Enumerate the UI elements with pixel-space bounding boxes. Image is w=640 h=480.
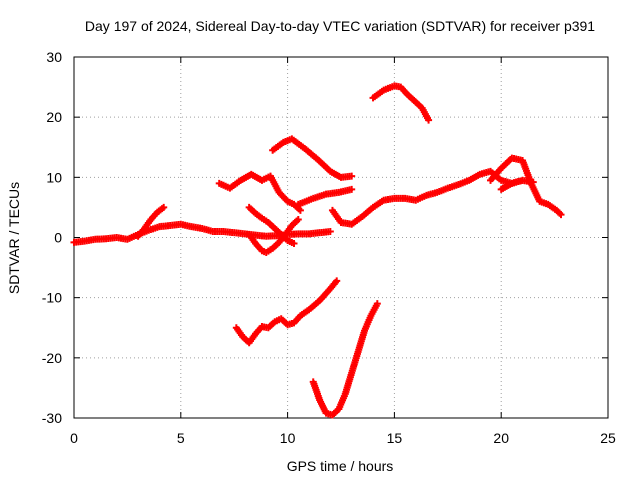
y-tick-label: 20 — [46, 109, 62, 125]
data-series-3 — [215, 170, 304, 214]
data-series-2 — [134, 203, 168, 240]
data-series-10 — [497, 176, 527, 193]
tick-labels: 0 5 10 15 20 25 -30 -20 -10 0 10 20 30 — [42, 49, 616, 446]
data-point — [290, 240, 298, 248]
data-point — [296, 206, 304, 214]
y-tick-label: -30 — [42, 410, 62, 426]
data-series-6 — [269, 135, 356, 181]
x-tick-label: 20 — [493, 430, 509, 446]
data-series-11 — [369, 82, 433, 124]
x-tick-label: 15 — [387, 430, 403, 446]
data-point — [348, 172, 356, 180]
grid-lines — [74, 57, 608, 418]
y-tick-label: -20 — [42, 350, 62, 366]
data-point — [294, 215, 302, 223]
data-series-8 — [328, 167, 537, 228]
plot-frame — [73, 56, 609, 419]
x-tick-label: 10 — [280, 430, 296, 446]
data-series-12 — [232, 277, 341, 347]
data-series-7 — [294, 185, 356, 208]
data-series-13 — [309, 300, 381, 419]
data-series-9 — [487, 154, 565, 219]
y-tick-label: -10 — [42, 290, 62, 306]
data-point — [519, 176, 527, 184]
x-axis-label: GPS time / hours — [287, 458, 394, 474]
y-tick-label: 10 — [46, 169, 62, 185]
data-point — [373, 300, 381, 308]
x-tick-label: 25 — [600, 430, 616, 446]
data-point — [160, 203, 168, 211]
chart-title: Day 197 of 2024, Sidereal Day-to-day VTE… — [85, 18, 595, 34]
y-axis-label: SDTVAR / TECUs — [6, 182, 22, 294]
x-tick-label: 5 — [177, 430, 185, 446]
data-point — [557, 211, 565, 219]
data-points — [70, 82, 565, 419]
data-point — [326, 227, 334, 235]
y-tick-label: 30 — [46, 49, 62, 65]
data-point — [425, 116, 433, 124]
x-tick-label: 0 — [70, 430, 78, 446]
data-point — [333, 277, 341, 285]
data-series-5 — [245, 215, 302, 257]
y-tick-label: 0 — [54, 230, 62, 246]
data-point — [348, 185, 356, 193]
